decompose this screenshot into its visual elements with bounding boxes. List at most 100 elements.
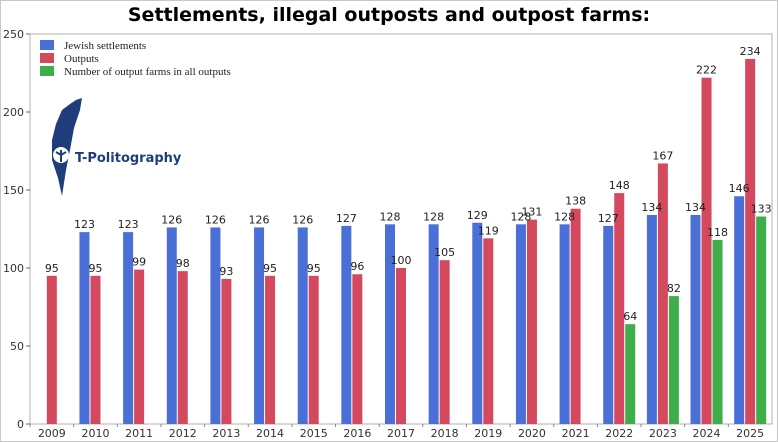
bar-0: [166, 227, 177, 424]
x-tick-label: 2013: [212, 427, 240, 440]
data-label: 99: [132, 256, 146, 269]
y-tick-label: 250: [3, 28, 24, 41]
data-label: 126: [249, 213, 270, 226]
y-tick-label: 50: [10, 340, 24, 353]
bar-1: [352, 274, 363, 424]
y-tick-label: 100: [3, 262, 24, 275]
bar-1: [221, 278, 232, 424]
y-tick-label: 0: [17, 418, 24, 431]
bar-1: [570, 208, 581, 424]
data-label: 234: [740, 45, 761, 58]
legend-label: Outputs: [64, 53, 99, 65]
bar-1: [745, 58, 756, 425]
bar-1: [134, 269, 145, 424]
chart-title: Settlements, illegal outposts and outpos…: [127, 4, 651, 26]
data-label: 128: [510, 210, 531, 223]
bar-0: [734, 196, 745, 424]
chart-axes: 0 50 100 150 200 250 2009 2010 2011 2012 2013 2014 2…: [3, 28, 773, 440]
bar-1: [657, 163, 668, 425]
data-label: 128: [423, 210, 444, 223]
data-label: 95: [45, 262, 59, 275]
bar-0: [123, 232, 134, 424]
bar-0: [297, 227, 308, 424]
x-tick-label: 2011: [125, 427, 153, 440]
bar-1: [308, 275, 319, 424]
data-label: 148: [609, 179, 630, 192]
data-label: 123: [74, 218, 95, 231]
data-label: 126: [205, 213, 226, 226]
bar-0: [254, 227, 265, 424]
data-label: 134: [641, 201, 662, 214]
x-tick-label: 2016: [343, 427, 371, 440]
data-label: 96: [350, 260, 364, 273]
x-tick-label: 2009: [38, 427, 66, 440]
bar-1: [265, 275, 276, 424]
bar-1: [177, 271, 188, 424]
bar-0: [515, 224, 526, 424]
bar-0: [341, 225, 352, 424]
bar-1: [46, 275, 57, 424]
bar-0: [472, 222, 483, 424]
data-label: 126: [161, 213, 182, 226]
legend-swatch: [40, 66, 54, 76]
bar-0: [559, 224, 570, 424]
data-label: 93: [219, 265, 233, 278]
bar-2: [712, 239, 723, 424]
data-label: 129: [467, 209, 488, 222]
y-tick-label: 150: [3, 184, 24, 197]
data-label: 222: [696, 64, 717, 77]
bar-1: [701, 77, 712, 425]
bar-0: [210, 227, 221, 424]
y-tick-label: 200: [3, 106, 24, 119]
x-tick-label: 2018: [431, 427, 459, 440]
data-label: 95: [263, 262, 277, 275]
data-label: 127: [336, 212, 357, 225]
data-label: 167: [652, 149, 673, 162]
brand-name: T-Politography: [75, 151, 182, 166]
bar-1: [439, 260, 450, 424]
x-tick-label: 2023: [649, 427, 677, 440]
data-label: 98: [176, 257, 190, 270]
bar-1: [396, 268, 406, 424]
x-tick-label: 2019: [474, 427, 502, 440]
chart-data-labels: 95 123 95 123 99 126 98 126 93 126 95 126 95 127 96 128…: [45, 45, 772, 323]
data-label: 134: [685, 201, 706, 214]
bar-1: [483, 238, 494, 424]
x-tick-label: 2015: [300, 427, 328, 440]
bar-0: [79, 232, 90, 424]
data-label: 127: [598, 212, 619, 225]
bar-0: [603, 225, 614, 424]
x-tick-label: 2014: [256, 427, 284, 440]
data-label: 128: [554, 210, 575, 223]
brand-logo: T-Politography: [52, 98, 182, 196]
x-tick-label: 2022: [605, 427, 633, 440]
data-label: 123: [118, 218, 139, 231]
bar-2: [625, 324, 636, 424]
signpost-icon: [55, 150, 67, 162]
chart-bars: [46, 58, 767, 425]
bar-0: [385, 224, 395, 424]
x-tick-label: 2017: [387, 427, 415, 440]
data-label: 82: [667, 282, 681, 295]
legend-label: Jewish settlements: [64, 40, 146, 52]
data-label: 126: [292, 213, 313, 226]
x-tick-label: 2012: [169, 427, 197, 440]
x-tick-label: 2021: [562, 427, 590, 440]
x-tick-label: 2020: [518, 427, 546, 440]
data-label: 105: [434, 246, 455, 259]
legend-label: Number of output farms in all outputs: [64, 66, 231, 78]
x-tick-label: 2025: [736, 427, 764, 440]
bar-0: [690, 214, 701, 424]
legend-swatch: [40, 53, 54, 63]
bar-1: [614, 193, 625, 424]
data-label: 64: [623, 310, 637, 323]
data-label: 128: [380, 210, 401, 223]
bar-0: [428, 224, 439, 424]
bar-2: [756, 216, 767, 424]
bar-1: [526, 219, 537, 424]
x-tick-label: 2024: [693, 427, 721, 440]
bar-2: [668, 296, 679, 424]
data-label: 95: [88, 262, 102, 275]
